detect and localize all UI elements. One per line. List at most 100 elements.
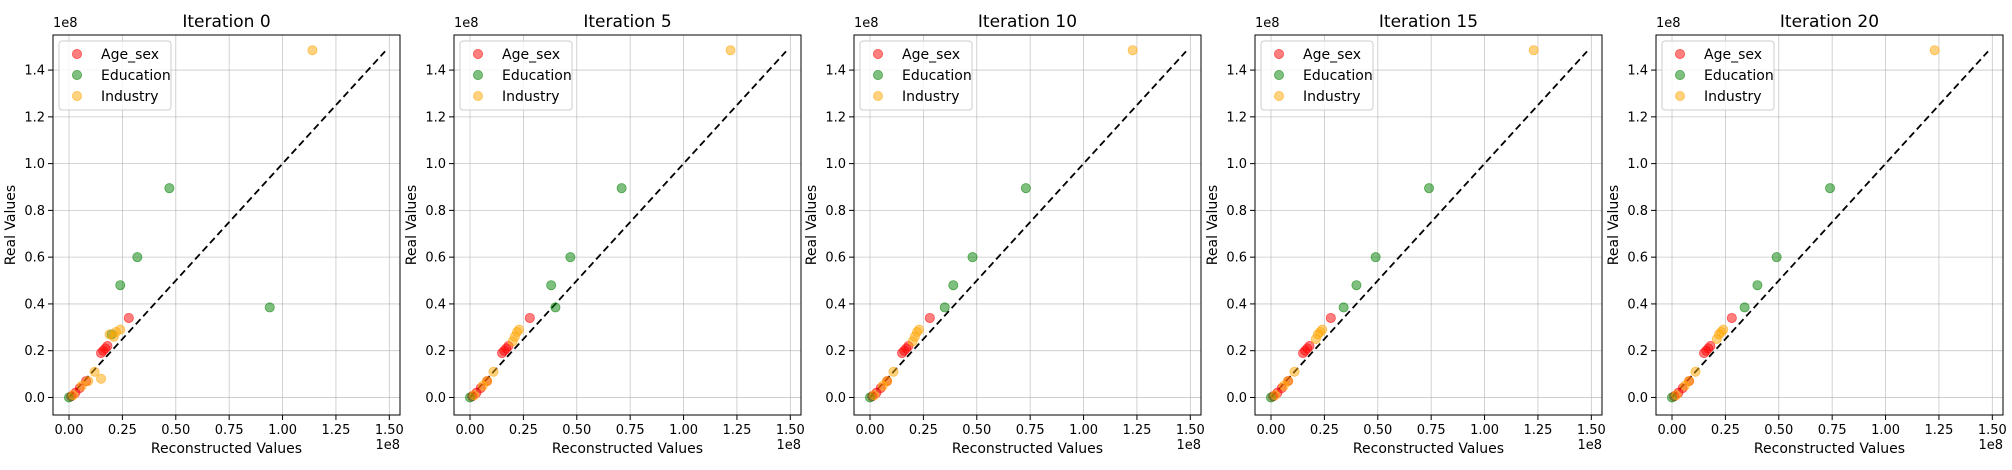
legend-label: Age_sex (502, 47, 560, 63)
y-offset-label: 1e8 (454, 16, 479, 31)
x-tick-label: 0.00 (456, 423, 485, 438)
y-tick-label: 0.6 (1226, 251, 1247, 266)
data-point-education (939, 302, 950, 313)
x-tick-label: 0.25 (509, 423, 538, 438)
axes-frame (453, 34, 802, 416)
data-point-age-sex (924, 312, 935, 323)
y-tick-label: 1.4 (1627, 64, 1648, 79)
y-tick-label: 1.4 (1226, 64, 1247, 79)
data-point-industry (1528, 45, 1539, 56)
data-point-education (550, 302, 561, 313)
legend-marker (1675, 49, 1686, 60)
y-tick-label: 0.4 (24, 297, 45, 312)
x-tick-label: 0.00 (856, 423, 885, 438)
x-tick-label: 0.25 (1711, 423, 1740, 438)
y-tick-label: 0.4 (425, 297, 446, 312)
y-tick-label: 0.8 (425, 204, 446, 219)
y-axis-label: Real Values (1606, 185, 1622, 265)
y-tick-label: 0.2 (1226, 344, 1247, 359)
reference-line (1671, 50, 1989, 399)
data-point-industry (469, 390, 480, 401)
x-tick-label: 0.75 (215, 423, 244, 438)
legend-label: Education (502, 68, 572, 84)
y-tick-label: 0.6 (24, 251, 45, 266)
chart-title: Iteration 20 (1780, 12, 1879, 32)
x-tick-label: 0.50 (962, 423, 991, 438)
data-point-education (1338, 302, 1349, 313)
y-offset-label: 1e8 (1656, 16, 1681, 31)
legend-label: Education (902, 68, 972, 84)
y-tick-label: 0.6 (1627, 251, 1648, 266)
x-tick-label: 1.25 (722, 423, 751, 438)
x-axis-label: Reconstructed Values (151, 441, 302, 457)
x-tick-label: 0.75 (1016, 423, 1045, 438)
legend-marker (873, 49, 884, 60)
legend-box (1661, 40, 1775, 111)
x-tick-label: 1.25 (1523, 423, 1552, 438)
data-point-education (948, 280, 959, 291)
data-point-industry (869, 390, 880, 401)
data-point-age-sex (102, 341, 113, 352)
legend-box (1260, 40, 1374, 111)
legend-label: Education (1704, 68, 1774, 84)
data-point-industry (1671, 390, 1682, 401)
legend-label: Age_sex (1303, 47, 1361, 63)
data-point-industry (89, 366, 100, 377)
legend-marker (72, 49, 83, 60)
subplot-3: 0.00 0.25 0.50 0.75 1.00 1.25 1.50 0.0 0.2 0.4 0.6… (1205, 12, 1606, 457)
legend-label: Industry (902, 89, 960, 105)
x-tick-label: 0.25 (1310, 423, 1339, 438)
data-point-education (616, 183, 627, 194)
x-tick-label: 1.50 (375, 423, 404, 438)
x-tick-label: 1.25 (1122, 423, 1151, 438)
x-tick-label: 0.00 (1658, 423, 1687, 438)
x-tick-label: 0.25 (909, 423, 938, 438)
data-point-education (1020, 183, 1031, 194)
y-tick-label: 1.0 (1226, 157, 1247, 172)
y-tick-label: 1.2 (24, 110, 45, 125)
x-tick-label: 0.00 (1257, 423, 1286, 438)
legend-marker (1675, 91, 1686, 102)
legend-marker (72, 91, 83, 102)
legend: Age_sex Education Industry (1260, 40, 1374, 111)
legend-marker (1675, 70, 1686, 81)
y-tick-label: 0.4 (1226, 297, 1247, 312)
chart-title: Iteration 15 (1379, 12, 1478, 32)
data-point-age-sex (1304, 341, 1315, 352)
data-point-industry (1317, 324, 1328, 335)
data-point-education (1351, 280, 1362, 291)
legend-marker (1274, 91, 1285, 102)
x-axis-label: Reconstructed Values (552, 441, 703, 457)
y-offset-label: 1e8 (1255, 16, 1280, 31)
y-tick-label: 0.0 (1226, 391, 1247, 406)
legend-marker (472, 91, 483, 102)
legend-marker (1274, 49, 1285, 60)
data-point-industry (1127, 45, 1138, 56)
x-offset-label: 1e8 (1577, 438, 1602, 453)
legend-marker (873, 91, 884, 102)
data-point-industry (888, 366, 899, 377)
x-tick-label: 1.00 (1470, 423, 1499, 438)
y-tick-label: 1.2 (1627, 110, 1648, 125)
x-tick-label: 0.50 (1764, 423, 1793, 438)
x-tick-label: 1.50 (1176, 423, 1205, 438)
x-tick-label: 0.75 (1417, 423, 1446, 438)
legend-box (459, 40, 573, 111)
legend-label: Industry (502, 89, 560, 105)
data-point-industry (1289, 366, 1300, 377)
y-axis-label: Real Values (3, 185, 19, 265)
reference-line (869, 50, 1187, 399)
y-tick-label: 0.2 (1627, 344, 1648, 359)
legend-label: Education (101, 68, 171, 84)
data-point-industry (115, 324, 126, 335)
legend: Age_sex Education Industry (1661, 40, 1775, 111)
subplot-0: 0.00 0.25 0.50 0.75 1.00 1.25 1.50 0.0 0.2 0.4 0.6… (3, 12, 404, 457)
x-tick-label: 0.50 (562, 423, 591, 438)
data-point-industry (68, 390, 79, 401)
x-tick-label: 1.00 (1069, 423, 1098, 438)
data-point-age-sex (123, 312, 134, 323)
legend-marker (472, 49, 483, 60)
x-tick-label: 1.00 (268, 423, 297, 438)
data-point-education (565, 252, 576, 263)
x-axis-label: Reconstructed Values (1353, 441, 1504, 457)
